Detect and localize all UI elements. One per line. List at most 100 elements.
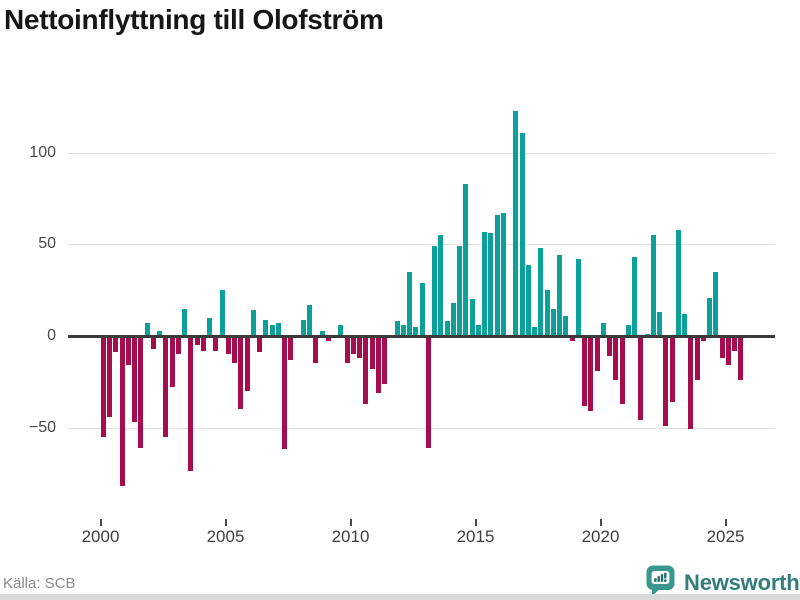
bar [194,336,200,346]
bar [650,235,656,336]
bar [725,336,731,366]
bar [300,319,306,336]
newsworthy-wordmark: Newsworthy [684,570,800,595]
bar [163,336,169,437]
x-axis-label: 2020 [581,527,620,546]
x-axis-tick [349,519,352,526]
x-axis-label: 2025 [706,527,745,546]
bar [213,336,219,351]
bar [638,336,644,421]
newsworthy-icon [646,565,675,597]
newsworthy-logo: Newsworthy [646,565,800,599]
bar [663,336,669,426]
bar [550,308,556,336]
bar [313,336,319,364]
bar [288,336,294,360]
bar [625,325,631,336]
bar [444,321,450,336]
bar [582,336,588,406]
bar [319,330,325,336]
bar [250,310,256,336]
bar [563,315,569,336]
bar [719,336,725,358]
bar [225,336,231,355]
bar [282,336,288,450]
source-caption: Källa: SCB [3,575,76,592]
bar [244,336,250,391]
bar [450,303,456,336]
bar [688,336,694,430]
bar [613,336,619,380]
bar [350,336,356,355]
bar [132,336,138,423]
bar [600,323,606,336]
bar [375,336,381,393]
x-axis-tick [724,519,727,526]
bar [382,336,388,384]
bar [307,304,313,336]
bar [669,336,675,402]
bar [157,330,163,336]
bar [257,336,263,353]
bar [607,336,613,357]
bar [219,290,225,336]
bar [138,336,144,448]
bar [632,257,638,336]
bar [557,255,563,336]
bar [694,336,700,380]
bar [469,299,475,336]
bar [738,336,744,380]
bar [500,213,506,336]
bar [525,264,531,336]
bar [713,271,719,336]
bar [700,336,706,342]
bar [619,336,625,404]
y-axis-label: 100 [29,143,56,161]
bar [325,336,331,342]
bar [494,215,500,336]
bar [344,336,350,364]
bottom-divider [0,594,800,600]
bar [413,326,419,336]
bar [519,132,525,336]
bar [419,282,425,336]
bar [594,336,600,371]
bar [269,325,275,336]
bar [338,325,344,336]
gridline [68,152,775,154]
bar [188,336,194,472]
bar [475,325,481,336]
bar [575,259,581,336]
x-axis-label: 2015 [456,527,495,546]
bar [275,323,281,336]
bar [207,317,213,336]
bar [238,336,244,410]
bar [488,233,494,336]
y-axis-label: −50 [28,418,56,436]
x-axis-label: 2010 [331,527,370,546]
bar [169,336,175,388]
bar [682,314,688,336]
x-axis-label: 2000 [81,527,120,546]
bar [463,184,469,336]
bar [675,229,681,336]
bar [363,336,369,404]
bar [263,319,269,336]
bar [200,336,206,351]
bar [119,336,125,487]
bar [394,321,400,336]
bar [150,336,156,349]
bar [538,248,544,336]
bar [407,271,413,336]
y-axis-label: 50 [38,235,56,253]
bar [400,325,406,336]
bar [107,336,113,417]
bar [532,326,538,336]
bar [369,336,375,369]
y-axis-label: 0 [47,327,56,344]
bar [432,246,438,336]
bar [175,336,181,355]
bar [457,246,463,336]
bar [569,336,575,342]
